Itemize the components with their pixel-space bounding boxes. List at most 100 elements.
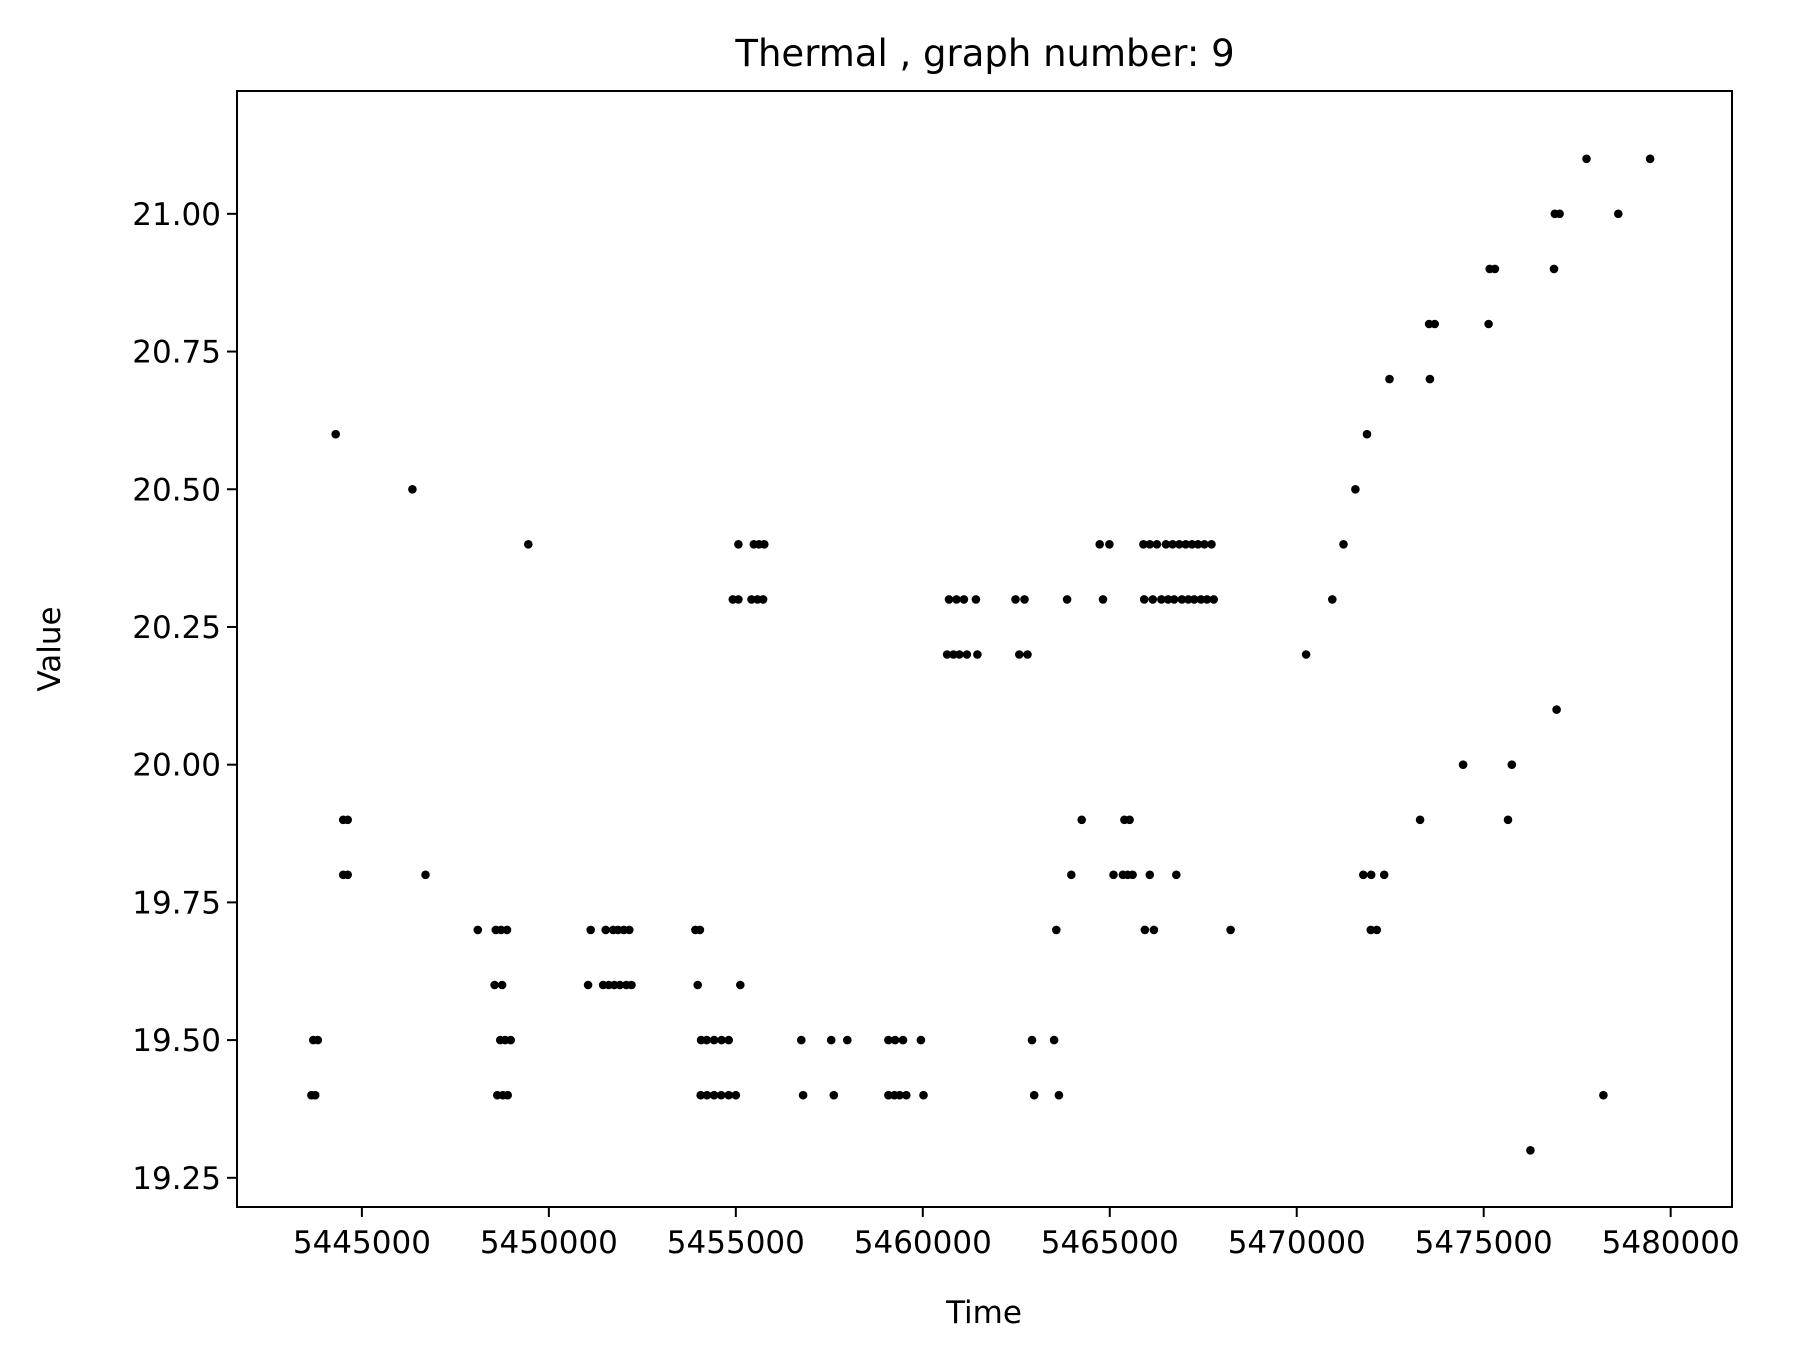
data-point [1366, 925, 1376, 935]
data-point [331, 429, 341, 439]
x-tick-label: 5470000 [1228, 1225, 1366, 1261]
y-tick-label: 19.75 [132, 885, 221, 921]
data-point [1049, 1035, 1059, 1045]
data-point [1202, 595, 1212, 604]
data-point [747, 595, 756, 604]
data-point [944, 595, 954, 604]
y-axis-ticks: 19.25 19.50 19.75 20.00 20.25 20.50 20.75 21.00 [132, 197, 237, 1197]
data-point [724, 1035, 733, 1045]
y-tick-label: 20.50 [132, 472, 221, 508]
data-point [583, 980, 593, 990]
x-tick-label: 5480000 [1602, 1225, 1740, 1261]
data-point [586, 925, 595, 935]
data-point [1015, 650, 1024, 659]
data-point [473, 925, 483, 935]
data-point [1062, 595, 1072, 604]
data-point [693, 980, 702, 990]
data-point [1366, 870, 1376, 880]
data-point [1128, 870, 1137, 880]
data-point [731, 1090, 741, 1100]
data-point [942, 650, 952, 659]
data-point [709, 1090, 719, 1100]
data-point [1328, 595, 1337, 604]
x-axis-ticks: 5445000 5450000 5455000 5460000 5465000 54700… [293, 1207, 1740, 1261]
data-point [717, 1035, 726, 1045]
data-point [1149, 925, 1159, 935]
data-point [1599, 1090, 1608, 1100]
data-point [1027, 1035, 1037, 1045]
data-point [890, 1035, 900, 1045]
data-point [310, 1090, 320, 1100]
data-point [408, 485, 417, 494]
data-point [1209, 595, 1218, 604]
data-point [1140, 925, 1150, 935]
data-point [1490, 264, 1500, 274]
data-point [1645, 154, 1655, 164]
data-point [615, 980, 625, 990]
data-point [1145, 870, 1155, 880]
data-point [1339, 540, 1348, 549]
data-point [1226, 925, 1235, 935]
x-axis-label: Time [945, 1295, 1022, 1331]
data-point [959, 595, 969, 604]
data-point [797, 1035, 806, 1045]
data-point [1023, 650, 1032, 659]
data-point [724, 1090, 733, 1100]
y-tick-label: 20.75 [132, 335, 221, 371]
data-point [1052, 925, 1061, 935]
data-point [524, 540, 533, 549]
data-point [1098, 595, 1108, 604]
data-point [709, 1035, 719, 1045]
data-point [798, 1090, 808, 1100]
data-point [1148, 595, 1158, 604]
data-point [1503, 815, 1513, 825]
data-point [1430, 319, 1439, 329]
data-point [884, 1090, 893, 1100]
x-tick-label: 5460000 [854, 1225, 992, 1261]
data-point [895, 1090, 904, 1100]
data-point [1175, 540, 1184, 549]
data-point [625, 925, 634, 935]
data-point [1109, 870, 1118, 880]
data-point [1077, 815, 1086, 825]
data-point [627, 980, 636, 990]
data-point [736, 980, 745, 990]
data-point [503, 1090, 512, 1100]
data-point [1184, 595, 1193, 604]
data-point [955, 650, 964, 659]
data-point [696, 1090, 705, 1100]
data-point [1172, 870, 1181, 880]
data-point [695, 925, 705, 935]
data-point [1507, 760, 1517, 769]
data-point [758, 595, 768, 604]
data-point [702, 1035, 711, 1045]
x-tick-label: 5450000 [480, 1225, 618, 1261]
data-point [1372, 925, 1382, 935]
data-point [1161, 540, 1171, 549]
data-point [1145, 540, 1155, 549]
data-point [734, 595, 743, 604]
data-point [1139, 540, 1148, 549]
chart-title: Thermal , graph number: 9 [734, 32, 1234, 75]
data-point [1614, 209, 1623, 219]
data-point [1095, 540, 1104, 549]
data-point [973, 650, 982, 659]
data-point [506, 1035, 515, 1045]
data-point [952, 595, 961, 604]
data-point [1379, 870, 1389, 880]
data-point [1054, 1090, 1064, 1100]
data-point [343, 815, 353, 825]
data-point [826, 1035, 836, 1045]
y-tick-label: 19.50 [132, 1023, 221, 1059]
data-point [1351, 485, 1360, 494]
plot-frame [236, 90, 1733, 1208]
data-point [601, 925, 610, 935]
data-point [1458, 760, 1468, 769]
data-point [1190, 595, 1199, 604]
x-tick-label: 5465000 [1041, 1225, 1179, 1261]
y-tick-label: 19.25 [132, 1161, 221, 1197]
data-point [1484, 319, 1493, 329]
data-point [343, 870, 353, 880]
